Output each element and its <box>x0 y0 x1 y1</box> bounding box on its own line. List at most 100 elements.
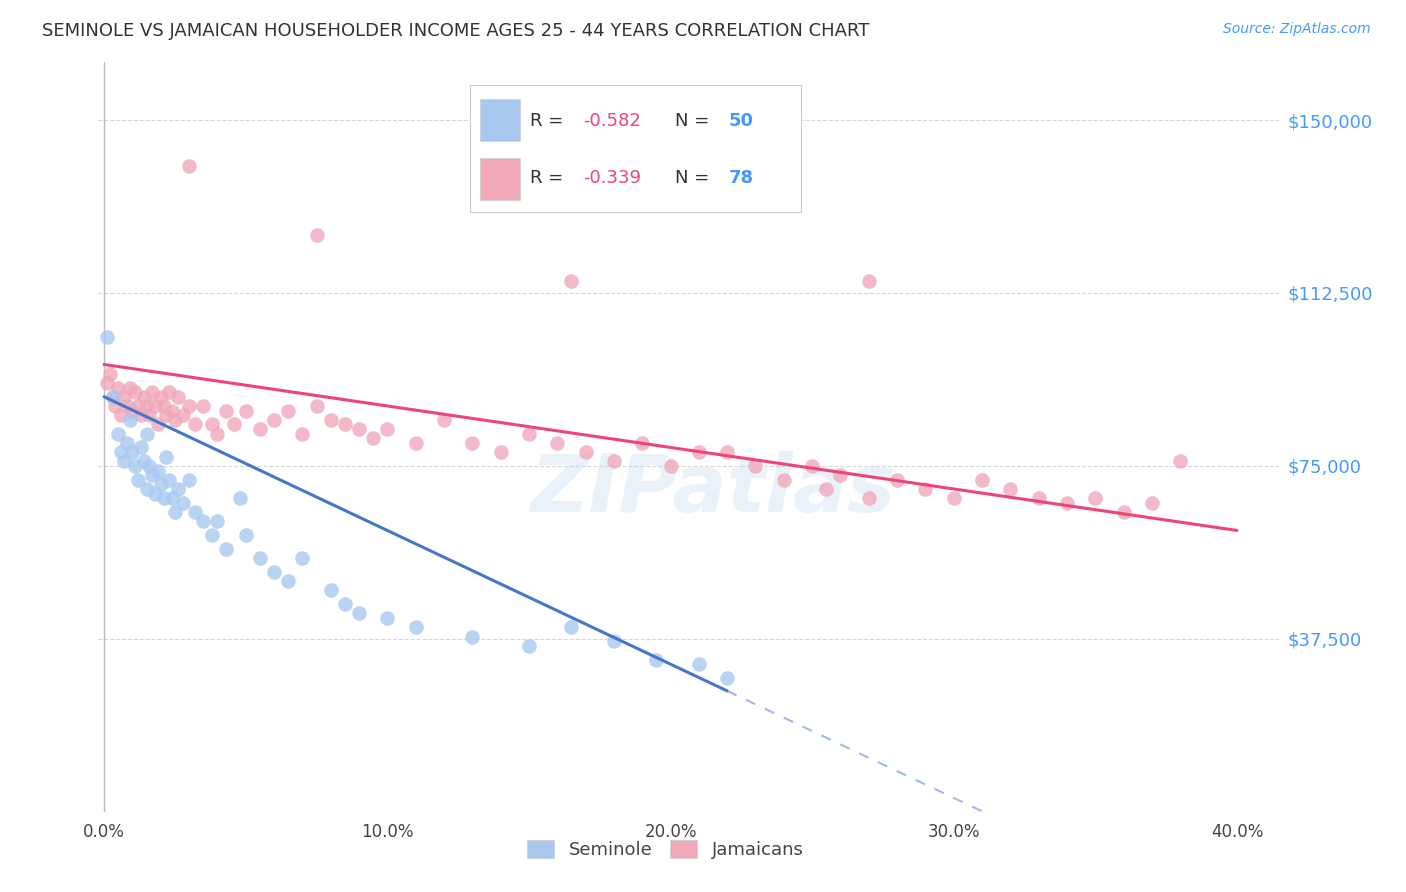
Point <box>319 583 342 598</box>
Point <box>858 491 880 505</box>
Point <box>121 403 143 417</box>
Point <box>138 408 160 422</box>
Point <box>277 574 299 589</box>
Point <box>96 376 118 390</box>
Point <box>118 380 141 394</box>
Point <box>157 473 180 487</box>
Point <box>107 426 129 441</box>
Point <box>141 385 163 400</box>
Point <box>215 541 238 556</box>
Point <box>152 491 174 505</box>
Point <box>118 413 141 427</box>
Point <box>886 473 908 487</box>
Point <box>405 435 427 450</box>
Point <box>129 408 152 422</box>
Point <box>1112 505 1135 519</box>
Point <box>347 422 370 436</box>
Point <box>160 403 183 417</box>
Point <box>146 417 169 432</box>
Point <box>112 454 135 468</box>
Point <box>107 380 129 394</box>
Point <box>1084 491 1107 505</box>
Point <box>517 639 540 653</box>
Point <box>177 473 200 487</box>
Point <box>546 435 568 450</box>
Point <box>146 463 169 477</box>
Point <box>688 445 710 459</box>
Point <box>405 620 427 634</box>
Point <box>235 403 257 417</box>
Point <box>716 671 738 685</box>
Point <box>166 390 188 404</box>
Point <box>110 408 132 422</box>
Point <box>201 417 224 432</box>
Point <box>138 458 160 473</box>
Point <box>143 399 166 413</box>
Point <box>163 413 186 427</box>
Point <box>716 445 738 459</box>
Point <box>166 482 188 496</box>
Point <box>263 565 285 579</box>
Point <box>177 399 200 413</box>
Point <box>744 458 766 473</box>
Point <box>560 275 582 289</box>
Point <box>193 514 215 528</box>
Point <box>201 528 224 542</box>
Point <box>215 403 238 417</box>
Point <box>772 473 794 487</box>
Legend: Seminole, Jamaicans: Seminole, Jamaicans <box>520 832 811 866</box>
Point <box>249 551 271 566</box>
Point <box>560 620 582 634</box>
Point <box>101 390 124 404</box>
Point <box>141 468 163 483</box>
Point <box>319 413 342 427</box>
Point <box>135 482 157 496</box>
Point <box>183 417 205 432</box>
Point <box>132 454 155 468</box>
Point <box>172 496 194 510</box>
Point <box>461 630 484 644</box>
Point <box>333 417 356 432</box>
Point <box>229 491 252 505</box>
Point <box>177 159 200 173</box>
Point <box>96 330 118 344</box>
Point <box>574 445 596 459</box>
Point <box>645 652 668 666</box>
Point <box>631 435 654 450</box>
Point <box>815 482 838 496</box>
Point <box>135 399 157 413</box>
Point <box>489 445 512 459</box>
Point <box>104 399 127 413</box>
Point <box>970 473 993 487</box>
Point <box>207 426 229 441</box>
Point <box>433 413 456 427</box>
Point <box>132 390 155 404</box>
Point <box>172 408 194 422</box>
Point <box>157 385 180 400</box>
Point <box>375 611 398 625</box>
Point <box>207 514 229 528</box>
Point <box>1000 482 1022 496</box>
Point <box>249 422 271 436</box>
Point <box>235 528 257 542</box>
Point <box>291 426 314 441</box>
Point <box>163 505 186 519</box>
Point <box>914 482 936 496</box>
Point <box>517 426 540 441</box>
Point <box>121 445 143 459</box>
Point <box>149 390 172 404</box>
Point <box>183 505 205 519</box>
Point <box>127 399 149 413</box>
Point <box>149 477 172 491</box>
Point <box>858 275 880 289</box>
Point <box>127 473 149 487</box>
Point <box>603 454 626 468</box>
Point <box>129 441 152 455</box>
Point <box>305 399 328 413</box>
Point <box>361 431 384 445</box>
Point <box>135 426 157 441</box>
Point <box>305 228 328 243</box>
Point <box>1056 496 1078 510</box>
Point <box>1028 491 1050 505</box>
Point <box>1168 454 1191 468</box>
